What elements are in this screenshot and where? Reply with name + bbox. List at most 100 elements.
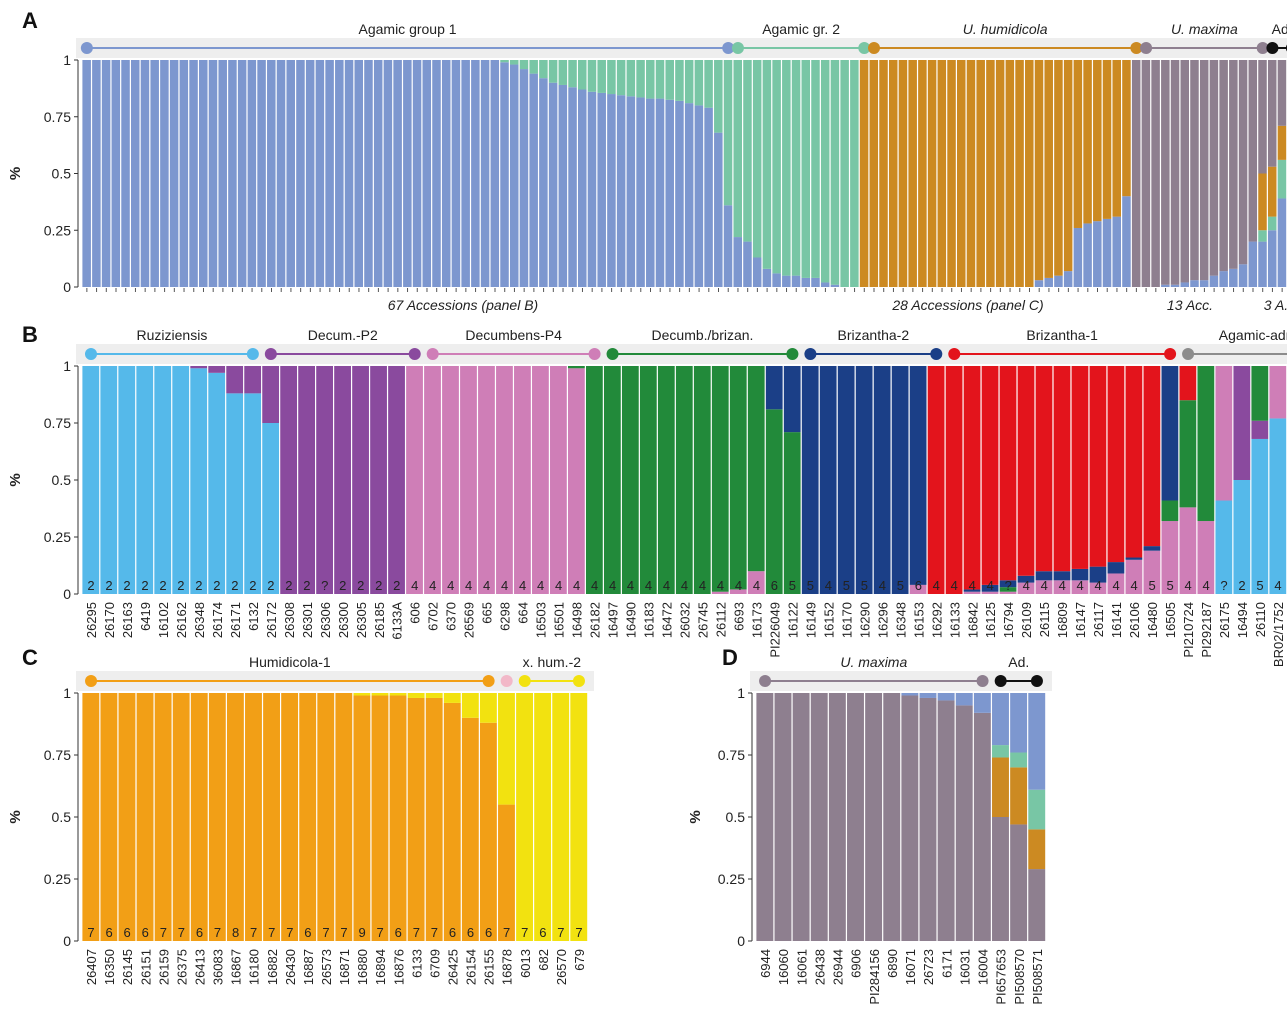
bar-segment [548, 60, 558, 83]
group-label: Agamic gr. 2 [762, 21, 840, 37]
y-tick-label: 0.75 [718, 747, 745, 763]
bar-segment [1010, 752, 1028, 768]
bar-segment [296, 60, 305, 287]
accession-label: 16060 [776, 949, 791, 985]
bar-segment [498, 804, 515, 941]
bar-segment [460, 366, 477, 594]
accession-label: 26430 [283, 949, 298, 985]
bar-segment [955, 693, 973, 706]
bar-segment [262, 366, 280, 423]
accession-label: 16133 [947, 602, 962, 638]
bar-segment [578, 89, 587, 287]
ploidy-label: 4 [447, 578, 454, 593]
ploidy-label: 4 [717, 578, 724, 593]
bar-segment [479, 693, 497, 723]
bar-segment [655, 60, 665, 99]
bar-segment [1083, 60, 1092, 224]
bar-segment [154, 693, 172, 941]
accession-label: 6709 [427, 949, 442, 978]
ploidy-label: 5 [1256, 578, 1263, 593]
bar-segment [407, 697, 425, 941]
bar-segment [1044, 60, 1053, 278]
bar-segment [743, 60, 752, 242]
accession-label: 6013 [518, 949, 533, 978]
bar-segment [567, 366, 585, 369]
bar-segment [121, 60, 130, 287]
accession-label: 16809 [1055, 602, 1070, 638]
bar-segment [765, 366, 783, 410]
y-tick-label: 1 [63, 52, 71, 68]
ploidy-label: 2 [267, 578, 274, 593]
ploidy-label: 4 [627, 578, 634, 593]
ploidy-label: 4 [1131, 578, 1138, 593]
bar-segment [723, 60, 733, 206]
bar-segment [756, 693, 774, 941]
group-dot [994, 675, 1007, 687]
bar-segment [1199, 280, 1209, 287]
accession-label: 665 [480, 602, 495, 624]
accession-label: 6702 [426, 602, 441, 631]
ploidy-label: 2 [339, 578, 346, 593]
bar-segment [597, 60, 606, 93]
panel-a-footnote: 67 Accessions (panel B) [388, 297, 538, 313]
ploidy-label: 7 [286, 925, 293, 940]
bar-segment [752, 257, 762, 287]
accession-label: 26109 [1019, 602, 1034, 638]
accession-label: 16292 [929, 602, 944, 638]
ploidy-label: 4 [1113, 578, 1120, 593]
bar-segment [118, 693, 136, 941]
bar-segment [973, 712, 991, 941]
bar-segment [247, 60, 257, 287]
bar-segment [190, 366, 208, 369]
bar-segment [1258, 173, 1267, 231]
ploidy-label: 7 [377, 925, 384, 940]
bar-segment [927, 366, 945, 594]
bar-segment [441, 60, 451, 287]
group-dot [930, 348, 943, 360]
accession-label: PI226049 [767, 602, 782, 658]
accession-label: 16122 [785, 602, 800, 638]
y-axis-label: % [7, 473, 24, 486]
bar-segment [646, 98, 655, 287]
bar-segment [675, 366, 693, 594]
group-dot [948, 348, 961, 360]
bar-segment [1093, 221, 1102, 287]
bar-segment [160, 60, 169, 287]
bar-segment [1141, 60, 1151, 287]
bar-segment [568, 87, 577, 288]
accession-label: 26185 [372, 602, 387, 638]
bar-segment [1017, 582, 1035, 594]
bar-segment [190, 368, 208, 594]
y-tick-label: 0.25 [44, 871, 71, 887]
accession-label: 26155 [482, 949, 497, 985]
y-axis-label: % [7, 810, 24, 823]
group-dot [500, 675, 513, 687]
accession-label: PI508571 [1030, 949, 1045, 1005]
bar-segment [992, 693, 1009, 746]
group-dot [246, 348, 259, 360]
group-dot [482, 675, 495, 687]
accession-label: PI210724 [1181, 602, 1196, 658]
bar-segment [1112, 60, 1121, 217]
bar-segment [811, 60, 820, 278]
bar-segment [665, 99, 674, 287]
bar-segment [1180, 282, 1190, 287]
bar-segment [509, 64, 519, 287]
bar-segment [810, 693, 828, 941]
bar-segment [1190, 60, 1199, 281]
accession-label: 26032 [678, 602, 693, 638]
ploidy-label: 2 [393, 578, 400, 593]
bar-segment [714, 132, 723, 287]
bar-segment [280, 366, 298, 594]
y-tick-label: 0 [63, 279, 71, 295]
accession-label: 26348 [192, 602, 207, 638]
ploidy-label: 6 [485, 925, 492, 940]
bar-segment [82, 693, 100, 941]
bar-segment [888, 60, 898, 287]
ploidy-label: 7 [214, 925, 221, 940]
bar-segment [471, 60, 480, 287]
bar-segment [1229, 60, 1238, 269]
group-label: U. humidicola [963, 21, 1048, 37]
bar-segment [245, 693, 262, 941]
bar-segment [992, 757, 1009, 817]
